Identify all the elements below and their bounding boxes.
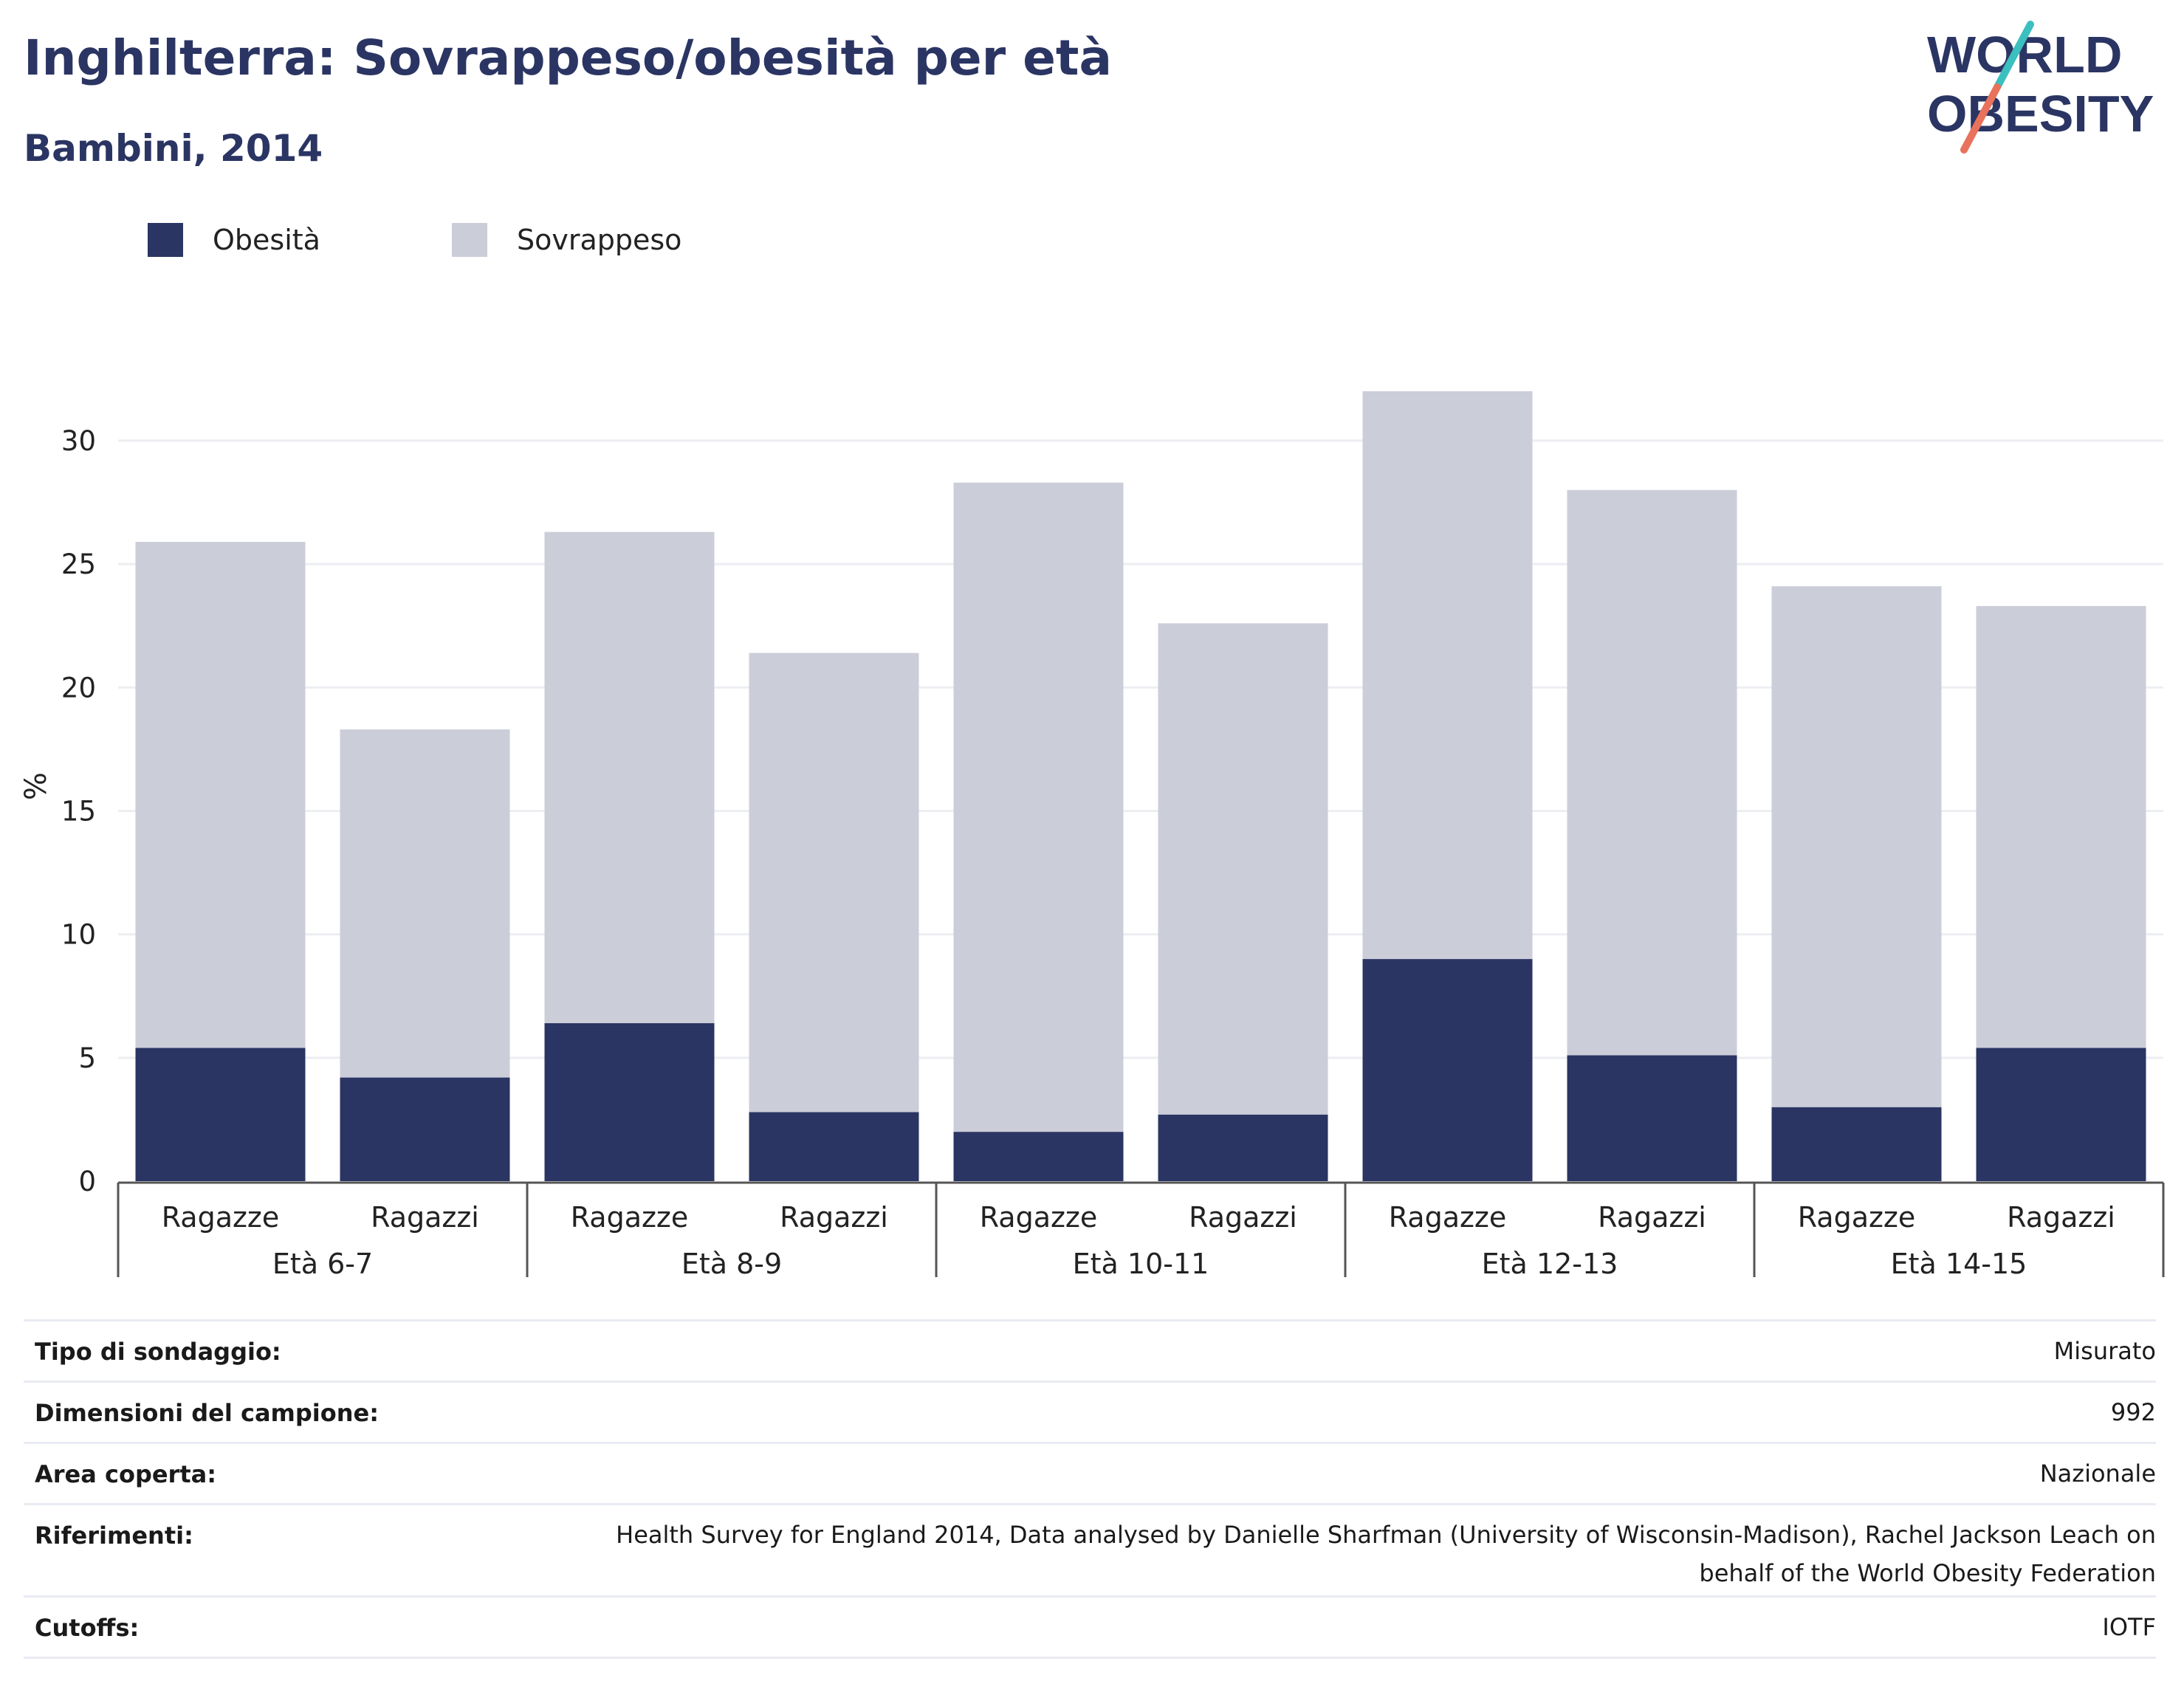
legend-swatch-sovrappeso (452, 223, 487, 257)
chart-subtitle: Bambini, 2014 (24, 127, 323, 170)
y-tick-label: 10 (61, 919, 96, 951)
x-subcategory-label: Ragazzi (1598, 1201, 1706, 1234)
footer-value-line: Health Survey for England 2014, Data ana… (616, 1521, 2156, 1549)
footer-label: Cutoffs: (35, 1614, 140, 1642)
logo-slash-orange-icon (1960, 83, 2001, 154)
bar-sovrappeso (544, 532, 715, 1023)
footer-row-riferimenti: Riferimenti: Health Survey for England 2… (24, 1503, 2156, 1595)
bar-obesita (135, 1048, 306, 1181)
y-tick-label: 20 (61, 672, 96, 704)
x-subcategory-label: Ragazze (980, 1201, 1098, 1234)
bar-obesita (544, 1023, 715, 1181)
x-group-label: Età 14-15 (1891, 1248, 2027, 1280)
bar-obesita (953, 1132, 1124, 1181)
logo-line2: OBESITY (1927, 85, 2154, 142)
chart-title: Inghilterra: Sovrappeso/obesità per età (24, 30, 1113, 86)
bar-sovrappeso (340, 729, 510, 1078)
world-obesity-logo: WORLD OBESITY (1927, 21, 2154, 154)
x-subcategory-label: Ragazze (1798, 1201, 1916, 1234)
bar-obesita (1362, 959, 1533, 1181)
footer-label: Tipo di sondaggio: (35, 1338, 281, 1366)
footer-value: Nazionale (2039, 1460, 2156, 1488)
footer-row-dimensioni: Dimensioni del campione: 992 (24, 1381, 2156, 1442)
x-subcategory-label: Ragazzi (1189, 1201, 1297, 1234)
bar-obesita (1567, 1055, 1737, 1181)
x-subcategory-label: Ragazzi (780, 1201, 888, 1234)
footer-value-line: behalf of the World Obesity Federation (1699, 1559, 2156, 1587)
bar-sovrappeso (135, 541, 306, 1048)
footer-value: 992 (2110, 1398, 2156, 1426)
y-tick-label: 5 (78, 1042, 96, 1074)
bar-sovrappeso (1976, 605, 2146, 1048)
bar-sovrappeso (1362, 391, 1533, 960)
bar-obesita (1771, 1107, 1942, 1181)
footer-label: Dimensioni del campione: (35, 1399, 380, 1427)
footer-row-cutoffs: Cutoffs: IOTF (24, 1595, 2156, 1659)
footer-label: Area coperta: (35, 1460, 217, 1488)
logo-slash-teal-icon (1994, 21, 2034, 91)
x-subcategory-label: Ragazze (162, 1201, 280, 1234)
y-tick-label: 30 (61, 425, 96, 457)
x-subcategory-label: Ragazze (571, 1201, 689, 1234)
footer-table: Tipo di sondaggio: Misurato Dimensioni d… (24, 1319, 2156, 1659)
bar-sovrappeso (1771, 586, 1942, 1107)
legend-label-sovrappeso: Sovrappeso (517, 224, 682, 256)
footer-value: Health Survey for England 2014, Data ana… (616, 1516, 2156, 1592)
x-group-label: Età 8-9 (681, 1248, 782, 1280)
y-axis-label: % (19, 772, 53, 800)
legend-swatch-obesita (148, 223, 183, 257)
x-group-label: Età 12-13 (1482, 1248, 1618, 1280)
bar-sovrappeso (749, 653, 919, 1113)
bar-obesita (1158, 1114, 1328, 1181)
bar-obesita (340, 1077, 510, 1181)
legend-label-obesita: Obesità (213, 224, 320, 256)
bar-obesita (749, 1112, 919, 1181)
y-tick-label: 25 (61, 549, 96, 580)
footer-value: Misurato (2053, 1337, 2156, 1365)
bar-sovrappeso (953, 482, 1124, 1132)
x-subcategory-label: Ragazzi (371, 1201, 479, 1234)
x-subcategory-label: Ragazzi (2007, 1201, 2115, 1234)
footer-row-area: Area coperta: Nazionale (24, 1442, 2156, 1503)
bar-sovrappeso (1158, 623, 1328, 1115)
bar-sovrappeso (1567, 489, 1737, 1056)
footer-value: IOTF (2102, 1613, 2156, 1641)
x-group-label: Età 6-7 (272, 1248, 373, 1280)
y-tick-label: 15 (61, 795, 96, 827)
bar-obesita (1976, 1048, 2146, 1181)
bar-chart: 0 5 10 15 20 25 30% Ragazze Ragazzi Ragazze Ragazz… (19, 391, 2165, 1280)
x-subcategory-label: Ragazze (1389, 1201, 1507, 1234)
footer-label: Riferimenti: (35, 1522, 193, 1550)
footer-row-tipo: Tipo di sondaggio: Misurato (24, 1319, 2156, 1381)
x-group-label: Età 10-11 (1073, 1248, 1209, 1280)
y-tick-label: 0 (78, 1166, 96, 1197)
